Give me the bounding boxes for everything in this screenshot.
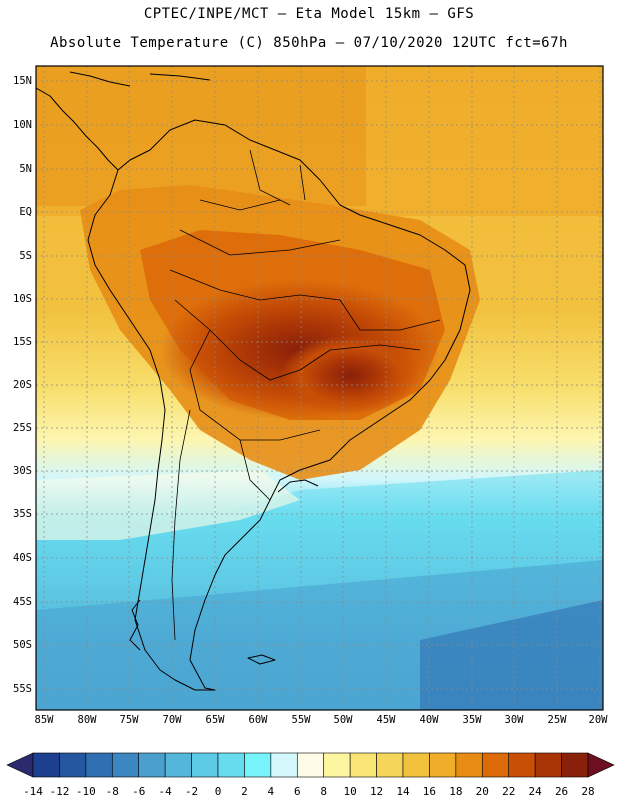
lon-label: 85W [34,714,54,726]
lon-label: 75W [119,714,139,726]
lon-label: 20W [588,714,608,726]
colorbar-swatch [455,752,483,778]
lon-label: 55W [291,714,311,726]
lat-label: 15S [13,336,32,348]
lat-label: 5S [19,250,32,262]
colorbar-swatch [85,752,113,778]
lat-label: 45S [13,596,32,608]
colorbar-label: -8 [105,785,119,798]
colorbar [6,752,615,778]
colorbar-swatch [323,752,351,778]
colorbar-label: -10 [75,785,96,798]
colorbar-swatch [244,752,272,778]
colorbar-swatch [296,752,325,778]
colorbar-swatch [32,752,60,778]
lon-label: 70W [162,714,182,726]
lon-label: 60W [248,714,268,726]
colorbar-swatch [59,752,87,778]
colorbar-label: 18 [449,785,463,798]
colorbar-label: 26 [554,785,569,798]
colorbar-swatch [349,752,377,778]
title-line-1: CPTEC/INPE/MCT – Eta Model 15km – GFS [143,6,475,22]
colorbar-swatch [217,752,245,778]
colorbar-label: 28 [581,785,595,798]
colorbar-left-arrow [6,752,34,778]
colorbar-swatch [164,752,192,778]
lat-label: 15N [13,75,32,87]
colorbar-label: 10 [343,785,357,798]
lat-label: EQ [19,206,32,218]
colorbar-swatch [376,752,404,778]
colorbar-label: 16 [422,785,437,798]
colorbar-swatch [534,752,562,778]
colorbar-label: -2 [184,785,199,798]
lon-label: 30W [504,714,524,726]
colorbar-label: 2 [241,785,248,798]
colorbar-label: 14 [396,785,410,798]
colorbar-label: -12 [49,785,70,798]
lat-label: 10N [13,119,32,131]
colorbar-swatch [138,752,166,778]
lon-label: 65W [205,714,225,726]
colorbar-swatch [481,752,510,778]
lon-label: 45W [376,714,396,726]
colorbar-label: 12 [369,785,384,798]
colorbar-label: -4 [158,785,172,798]
lon-label: 40W [419,714,439,726]
colorbar-label: 24 [528,785,542,798]
colorbar-label: 20 [475,785,489,798]
lat-label: 25S [13,422,32,434]
lon-label: 50W [333,714,353,726]
colorbar-right-arrow [587,752,615,778]
colorbar-swatch [561,752,589,778]
title-line-2: Absolute Temperature (C) 850hPa – 07/10/… [50,35,568,51]
colorbar-swatch [402,752,430,778]
colorbar-swatch [508,752,536,778]
colorbar-label: 0 [214,785,222,798]
lat-label: 35S [13,508,32,520]
colorbar-label: 4 [267,785,275,798]
lat-label: 10S [13,293,32,305]
lon-label: 25W [547,714,567,726]
lon-label: 35W [462,714,482,726]
colorbar-label: -6 [132,785,146,798]
colorbar-label: 8 [320,785,328,798]
lon-label: 80W [77,714,97,726]
colorbar-label: 22 [502,785,516,798]
colorbar-swatch [191,752,219,778]
colorbar-swatch [429,752,457,778]
lat-label: 50S [13,639,32,651]
colorbar-swatch [111,752,140,778]
lat-label: 5N [19,163,32,175]
lat-label: 20S [13,379,32,391]
lat-label: 40S [13,552,32,564]
colorbar-swatch [270,752,298,778]
colorbar-label: 6 [293,785,301,798]
lat-label: 30S [13,465,32,477]
lat-label: 55S [13,683,32,695]
colorbar-label: -14 [23,785,43,798]
